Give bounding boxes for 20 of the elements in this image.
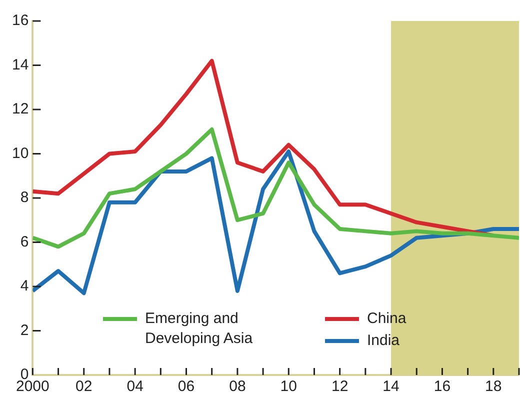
x-tick-label: 04: [126, 378, 144, 396]
x-tick-label: 10: [280, 378, 297, 396]
x-tick-label: 02: [76, 378, 92, 396]
y-tick-label: 14: [12, 56, 29, 74]
y-tick-label: 8: [20, 189, 29, 206]
y-tick-label: 16: [12, 12, 29, 30]
x-tick-label: 18: [485, 378, 502, 396]
x-tick-label: 08: [229, 378, 246, 396]
legend-label: China: [367, 309, 406, 329]
legend-label: Emerging and Developing Asia: [145, 309, 254, 349]
y-tick-label: 6: [20, 233, 29, 250]
y-tick-label: 2: [20, 322, 29, 339]
y-tick-label: 10: [12, 144, 29, 162]
x-tick-label: 16: [434, 378, 451, 396]
x-tick-label: 14: [382, 378, 400, 396]
legend-label: India: [367, 331, 400, 351]
y-tick-label: 12: [12, 100, 29, 118]
y-tick-label: 4: [20, 278, 29, 295]
x-tick-label: 12: [331, 378, 348, 396]
x-tick-label: 06: [178, 378, 195, 396]
